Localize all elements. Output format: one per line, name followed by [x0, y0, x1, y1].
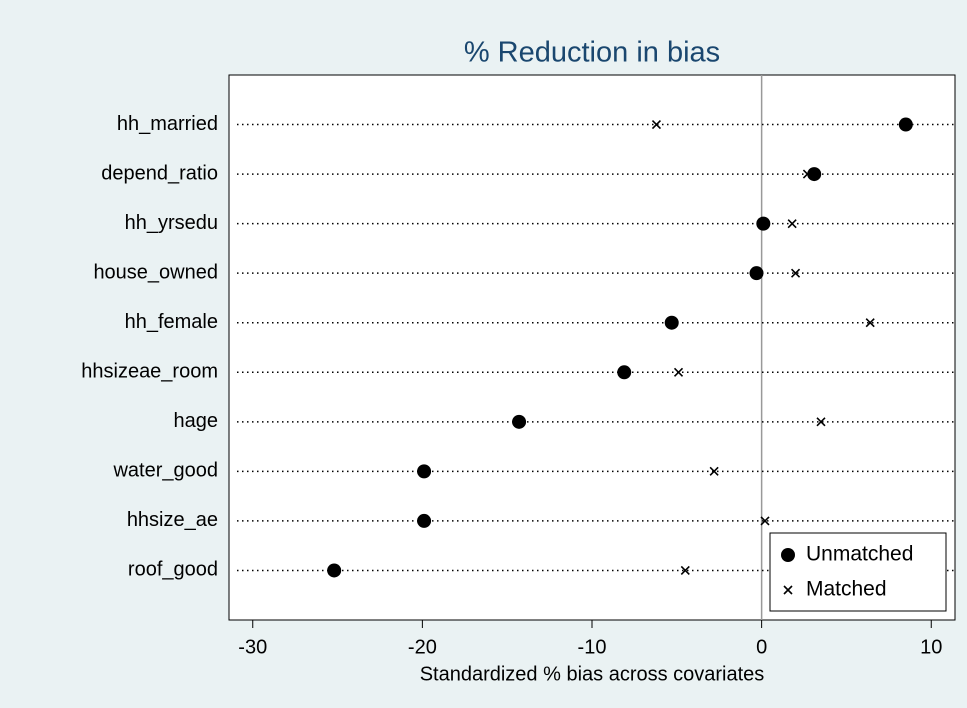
point [664, 315, 679, 330]
y-tick-label: hhsizeae_room [81, 361, 218, 383]
legend-marker [783, 585, 793, 595]
y-tick-label: water_good [112, 460, 218, 482]
legend-marker [781, 548, 795, 562]
plot-area [228, 74, 956, 621]
point [673, 367, 684, 377]
point [865, 318, 875, 328]
x-axis-label: Standardized % bias across covariates [420, 663, 765, 685]
x-tick-label: 10 [920, 636, 942, 658]
x-tick-label: -20 [408, 636, 437, 658]
point [807, 167, 822, 182]
legend: Unmatched Matched [769, 532, 947, 612]
y-tick-label: hh_yrsedu [125, 212, 218, 234]
point [417, 464, 432, 479]
point [802, 169, 812, 179]
y-tick-label: house_owned [93, 261, 218, 283]
y-tick-label: hh_married [117, 113, 218, 135]
point [760, 516, 770, 526]
point [756, 216, 771, 231]
point [898, 117, 913, 132]
point [709, 466, 719, 476]
x-tick-label: -30 [238, 636, 267, 658]
chart-title: % Reduction in bias [464, 37, 720, 69]
point [680, 565, 690, 576]
x-tick-label: 0 [756, 636, 767, 658]
point [749, 266, 764, 281]
point [816, 417, 826, 427]
x-tick-label: -10 [578, 636, 607, 658]
point [512, 414, 527, 429]
y-tick-label: roof_good [128, 559, 218, 581]
point [651, 119, 662, 130]
point [787, 219, 797, 229]
point [617, 365, 632, 380]
y-tick-label: depend_ratio [101, 162, 218, 184]
legend-box [769, 532, 947, 612]
legend-label: Unmatched [806, 543, 913, 566]
y-tick-label: hage [174, 410, 219, 432]
legend-label: Matched [806, 578, 887, 601]
point [417, 513, 432, 528]
point [327, 563, 342, 578]
y-tick-label: hh_female [125, 311, 218, 333]
point [790, 268, 801, 278]
y-tick-label: hhsize_ae [127, 509, 218, 531]
